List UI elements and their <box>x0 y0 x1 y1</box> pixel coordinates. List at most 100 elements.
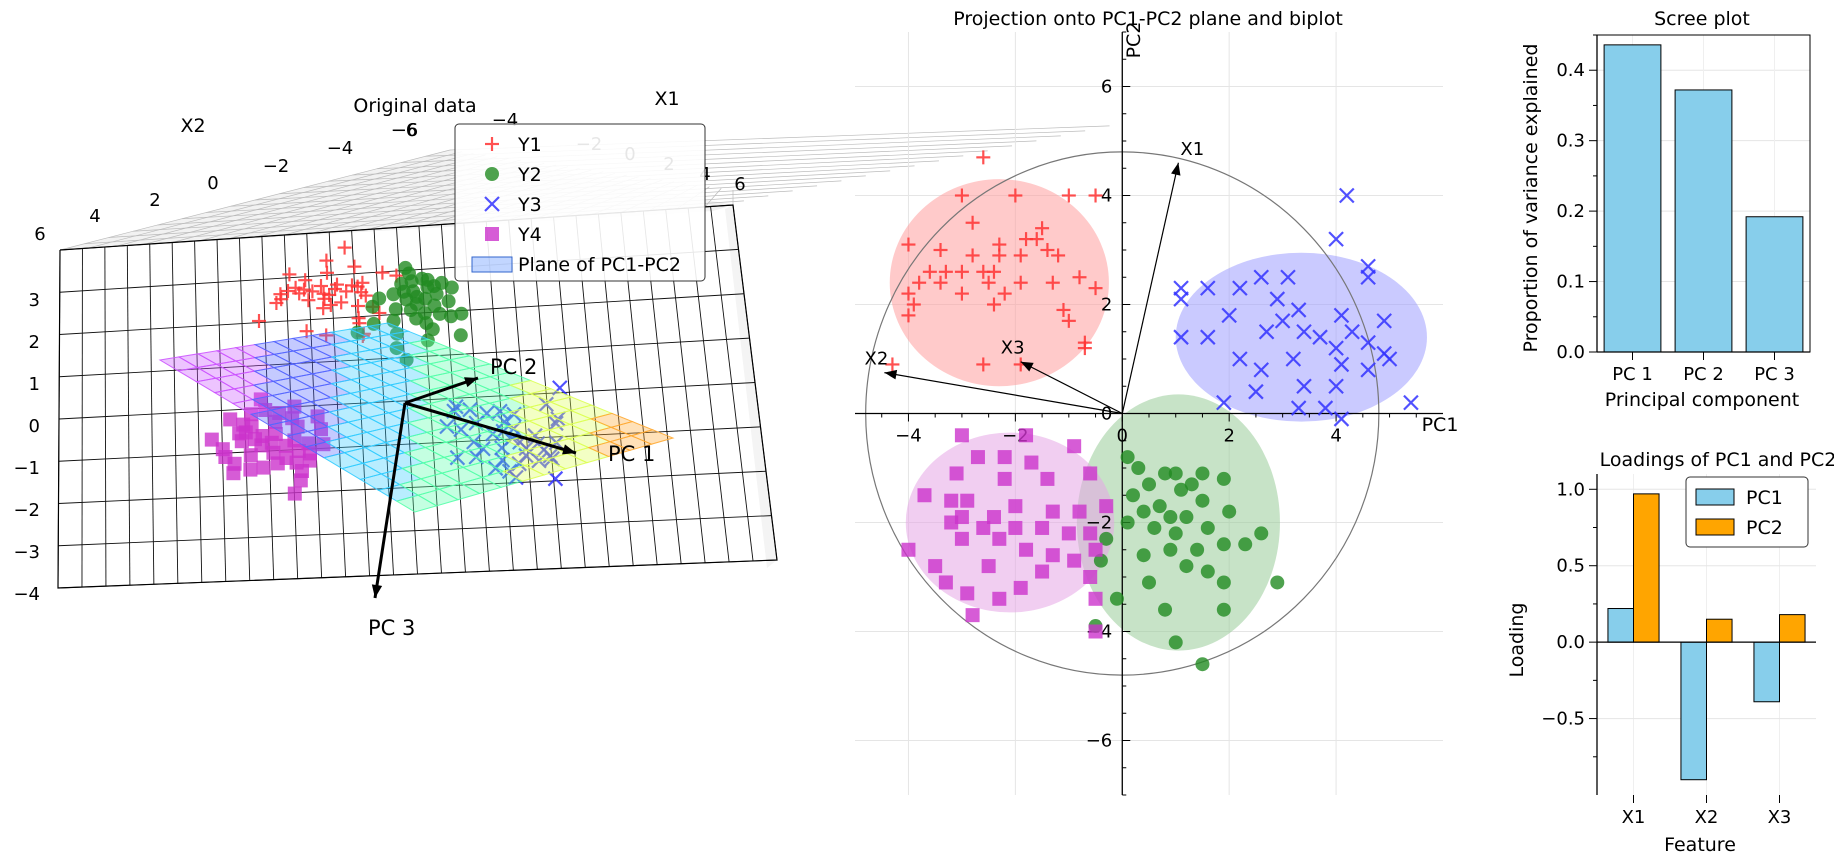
vector-X3 <box>1020 361 1123 415</box>
point-Y2 <box>1195 657 1210 672</box>
p3d-point-Y4 <box>268 414 283 429</box>
point-Y2 <box>1184 477 1199 492</box>
point-Y3 <box>1333 356 1350 373</box>
p3d-point-Y4 <box>243 448 258 463</box>
scree-plot: Scree plot 0.0 0.1 0.2 0.3 0.4 PC 1 PC 2 PC 3 P… <box>1520 8 1811 411</box>
p3d-x2-axis-label: X2 <box>180 115 205 137</box>
point-Y2 <box>1163 510 1178 525</box>
point-Y2 <box>1158 466 1173 481</box>
point-Y2 <box>1125 488 1140 503</box>
p3d-point-Y1 <box>351 299 365 313</box>
point-Y3-b <box>1317 400 1334 416</box>
point-Y1 <box>1040 243 1055 257</box>
p3d-point-Y3-b <box>462 401 478 418</box>
point-Y4 <box>981 559 996 574</box>
point-Y2 <box>1179 559 1194 574</box>
point-Y1 <box>901 286 916 301</box>
point-Y4 <box>1072 504 1087 519</box>
p3d-point-Y3-b <box>448 398 464 415</box>
point-Y4 <box>1008 499 1023 514</box>
legend-marker-Y4 <box>485 227 499 241</box>
biplot: Projection onto PC1-PC2 plane and biplot… <box>855 8 1458 796</box>
p3d-point-Y3-b <box>538 396 554 413</box>
point-Y1 <box>1029 232 1044 247</box>
point-Y3 <box>1328 378 1344 395</box>
legend-marker-Y2 <box>485 167 499 181</box>
point-Y4 <box>944 515 959 530</box>
point-Y4 <box>1088 542 1103 557</box>
point-Y1 <box>1056 302 1071 317</box>
p3d-point-Y3-b <box>494 440 510 456</box>
point-Y3 <box>1290 400 1307 416</box>
point-Y4 <box>944 493 959 508</box>
p3d-point-Y2 <box>390 326 404 341</box>
point-Y1 <box>1072 270 1087 285</box>
point-Y3 <box>1296 323 1312 340</box>
point-Y1 <box>1061 313 1076 328</box>
point-Y2 <box>1195 466 1210 481</box>
point-Y3-b <box>1285 351 1302 367</box>
p3d-point-Y1 <box>339 284 354 299</box>
point-Y2 <box>1168 635 1183 650</box>
point-Y3-b <box>1248 383 1264 400</box>
legend-label-Plane of PC1-PC2: Plane of PC1-PC2 <box>518 254 681 276</box>
x2-tick-label: −4 <box>327 138 354 159</box>
loadings-xlabel: Feature <box>1664 834 1736 856</box>
point-Y4 <box>954 531 969 546</box>
point-Y4 <box>1045 504 1060 519</box>
point-Y1 <box>906 297 921 312</box>
point-Y4 <box>965 608 980 623</box>
x1-tick-label: 6 <box>734 174 745 195</box>
point-Y4 <box>992 591 1007 606</box>
p3d-point-Y3 <box>531 452 547 469</box>
p3d-point-Y4 <box>278 438 293 453</box>
scree-x-tick-label: PC 2 <box>1683 364 1724 385</box>
point-Y3-b <box>1290 400 1307 416</box>
p3d-point-Y1 <box>301 293 316 308</box>
point-Y3 <box>1312 329 1328 345</box>
x2-tick-label: 0 <box>207 173 218 194</box>
point-Y3-b <box>1173 280 1189 296</box>
p3d-point-Y4 <box>226 466 241 481</box>
y-tick-label: −6 <box>1086 731 1113 752</box>
point-Y3-b <box>1274 313 1291 329</box>
top-grid-b <box>144 154 486 245</box>
wall-grid-h <box>58 470 767 504</box>
point-Y3-b <box>1328 340 1344 356</box>
p3d-point-Y1 <box>334 295 349 310</box>
point-Y3-b <box>1333 307 1350 324</box>
p3d-x1-axis-label: X1 <box>654 88 679 110</box>
pc-arrow-head-2 <box>371 584 383 598</box>
point-Y3 <box>1221 307 1237 324</box>
legend-label-Y3: Y3 <box>517 194 542 216</box>
point-Y1 <box>933 275 948 290</box>
point-Y2 <box>1168 526 1183 541</box>
point-Y3 <box>1296 378 1312 395</box>
x-tick-label: 2 <box>1223 426 1234 447</box>
point-Y3-b <box>1200 329 1216 345</box>
p3d-point-Y2 <box>366 316 381 331</box>
p3d-point-Y4 <box>234 434 249 449</box>
point-Y3-b <box>1290 302 1307 318</box>
point-Y3 <box>1173 291 1189 307</box>
point-Y4 <box>1083 570 1098 584</box>
p3d-point-Y1 <box>252 314 266 328</box>
point-Y4 <box>976 520 991 535</box>
p3d-point-Y1 <box>319 328 334 343</box>
point-Y1 <box>1061 188 1076 203</box>
p3d-point-Y4 <box>310 409 325 424</box>
point-Y3-b <box>1376 313 1392 329</box>
point-Y1 <box>1077 341 1092 356</box>
point-Y4 <box>938 575 953 590</box>
point-Y4 <box>1035 564 1050 579</box>
p3d-point-Y1 <box>282 267 297 282</box>
point-Y2 <box>1093 553 1108 568</box>
vector-label-X2: X2 <box>865 349 889 370</box>
pc1-label: PC 1 <box>608 442 655 466</box>
pc-arrow-head-0 <box>562 444 576 455</box>
point-Y2 <box>1142 477 1156 492</box>
p3d-point-Y1 <box>281 284 295 298</box>
point-Y3 <box>1173 280 1189 296</box>
pc-plane <box>158 322 675 513</box>
